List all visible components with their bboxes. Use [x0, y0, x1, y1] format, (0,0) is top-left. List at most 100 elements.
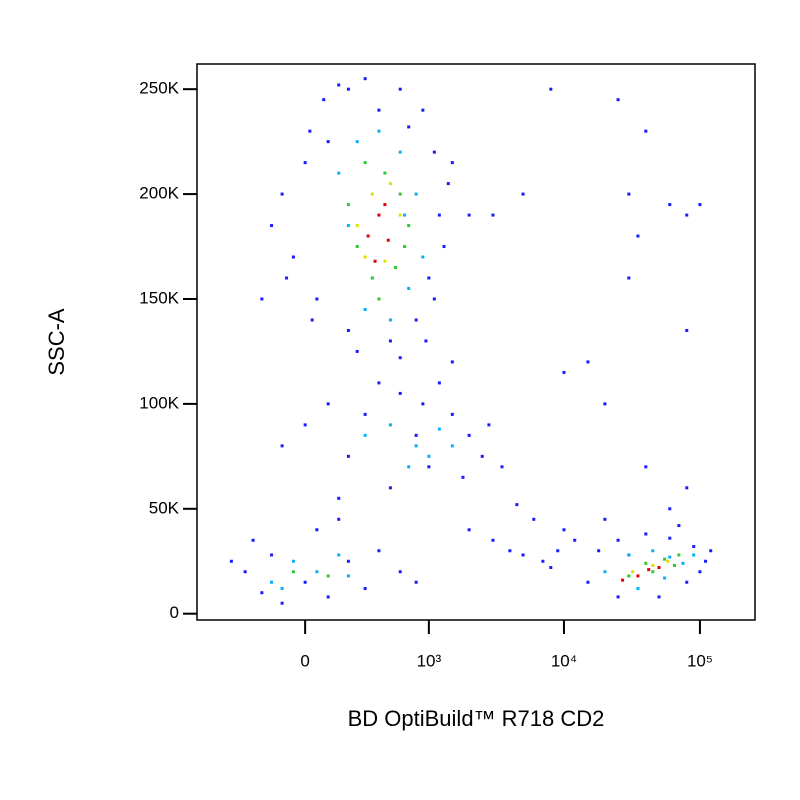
- point: [346, 454, 350, 458]
- point: [414, 192, 418, 196]
- point: [668, 203, 672, 207]
- point: [280, 601, 284, 605]
- point: [461, 475, 465, 479]
- point: [346, 87, 350, 91]
- y-tick-label: 100K: [139, 393, 179, 412]
- point: [709, 549, 713, 553]
- point: [337, 496, 341, 500]
- point: [491, 213, 495, 217]
- point: [303, 423, 307, 427]
- point: [692, 545, 696, 549]
- point: [322, 98, 326, 102]
- point: [521, 553, 525, 557]
- point: [337, 171, 341, 175]
- point: [377, 297, 381, 301]
- point: [383, 259, 387, 263]
- point: [229, 559, 233, 563]
- point: [291, 559, 295, 563]
- point: [621, 578, 625, 582]
- point: [685, 328, 689, 332]
- point: [603, 402, 607, 406]
- point: [450, 161, 454, 165]
- plot-frame: [196, 63, 756, 621]
- point: [414, 433, 418, 437]
- point: [251, 538, 255, 542]
- point: [373, 259, 377, 263]
- point: [388, 423, 392, 427]
- point: [627, 192, 631, 196]
- point: [549, 566, 553, 570]
- point: [603, 517, 607, 521]
- point: [627, 553, 631, 557]
- point: [383, 203, 387, 207]
- point: [631, 570, 635, 574]
- point: [337, 553, 341, 557]
- point: [644, 532, 648, 536]
- point: [398, 192, 402, 196]
- x-tick-label: 10⁴: [551, 651, 577, 670]
- point: [692, 553, 696, 557]
- point: [562, 528, 566, 532]
- point: [280, 192, 284, 196]
- y-tick-label: 150K: [139, 288, 179, 307]
- point: [627, 276, 631, 280]
- point: [315, 570, 319, 574]
- point: [398, 150, 402, 154]
- point: [616, 538, 620, 542]
- point: [303, 161, 307, 165]
- point: [403, 245, 407, 249]
- point: [407, 125, 411, 129]
- point: [521, 192, 525, 196]
- point: [337, 517, 341, 521]
- point: [651, 570, 655, 574]
- point: [346, 328, 350, 332]
- point: [467, 528, 471, 532]
- point: [446, 182, 450, 186]
- point: [532, 517, 536, 521]
- point: [346, 203, 350, 207]
- point: [644, 129, 648, 133]
- point: [668, 536, 672, 540]
- point: [414, 318, 418, 322]
- point: [398, 87, 402, 91]
- point: [636, 234, 640, 238]
- point: [363, 255, 367, 259]
- point: [450, 412, 454, 416]
- point: [698, 203, 702, 207]
- point: [388, 486, 392, 490]
- point: [355, 140, 359, 144]
- point: [414, 580, 418, 584]
- point: [326, 595, 330, 599]
- point: [363, 412, 367, 416]
- point: [597, 549, 601, 553]
- point: [270, 224, 274, 228]
- point: [515, 503, 519, 507]
- point: [388, 182, 392, 186]
- point: [363, 433, 367, 437]
- point: [393, 266, 397, 270]
- point: [657, 566, 661, 570]
- point: [407, 224, 411, 228]
- point: [398, 213, 402, 217]
- y-tick-label: 200K: [139, 184, 179, 203]
- x-tick-label: 0: [300, 651, 309, 670]
- x-tick-label: 10³: [417, 651, 442, 670]
- point: [291, 570, 295, 574]
- point: [651, 563, 655, 567]
- point: [467, 433, 471, 437]
- point: [636, 574, 640, 578]
- point: [388, 339, 392, 343]
- point: [541, 559, 545, 563]
- point: [427, 465, 431, 469]
- point: [346, 559, 350, 563]
- point: [616, 98, 620, 102]
- point: [491, 538, 495, 542]
- point: [326, 402, 330, 406]
- point: [398, 570, 402, 574]
- point: [326, 140, 330, 144]
- point: [366, 234, 370, 238]
- point: [280, 444, 284, 448]
- x-tick-label: 10⁵: [687, 651, 713, 670]
- point: [573, 538, 577, 542]
